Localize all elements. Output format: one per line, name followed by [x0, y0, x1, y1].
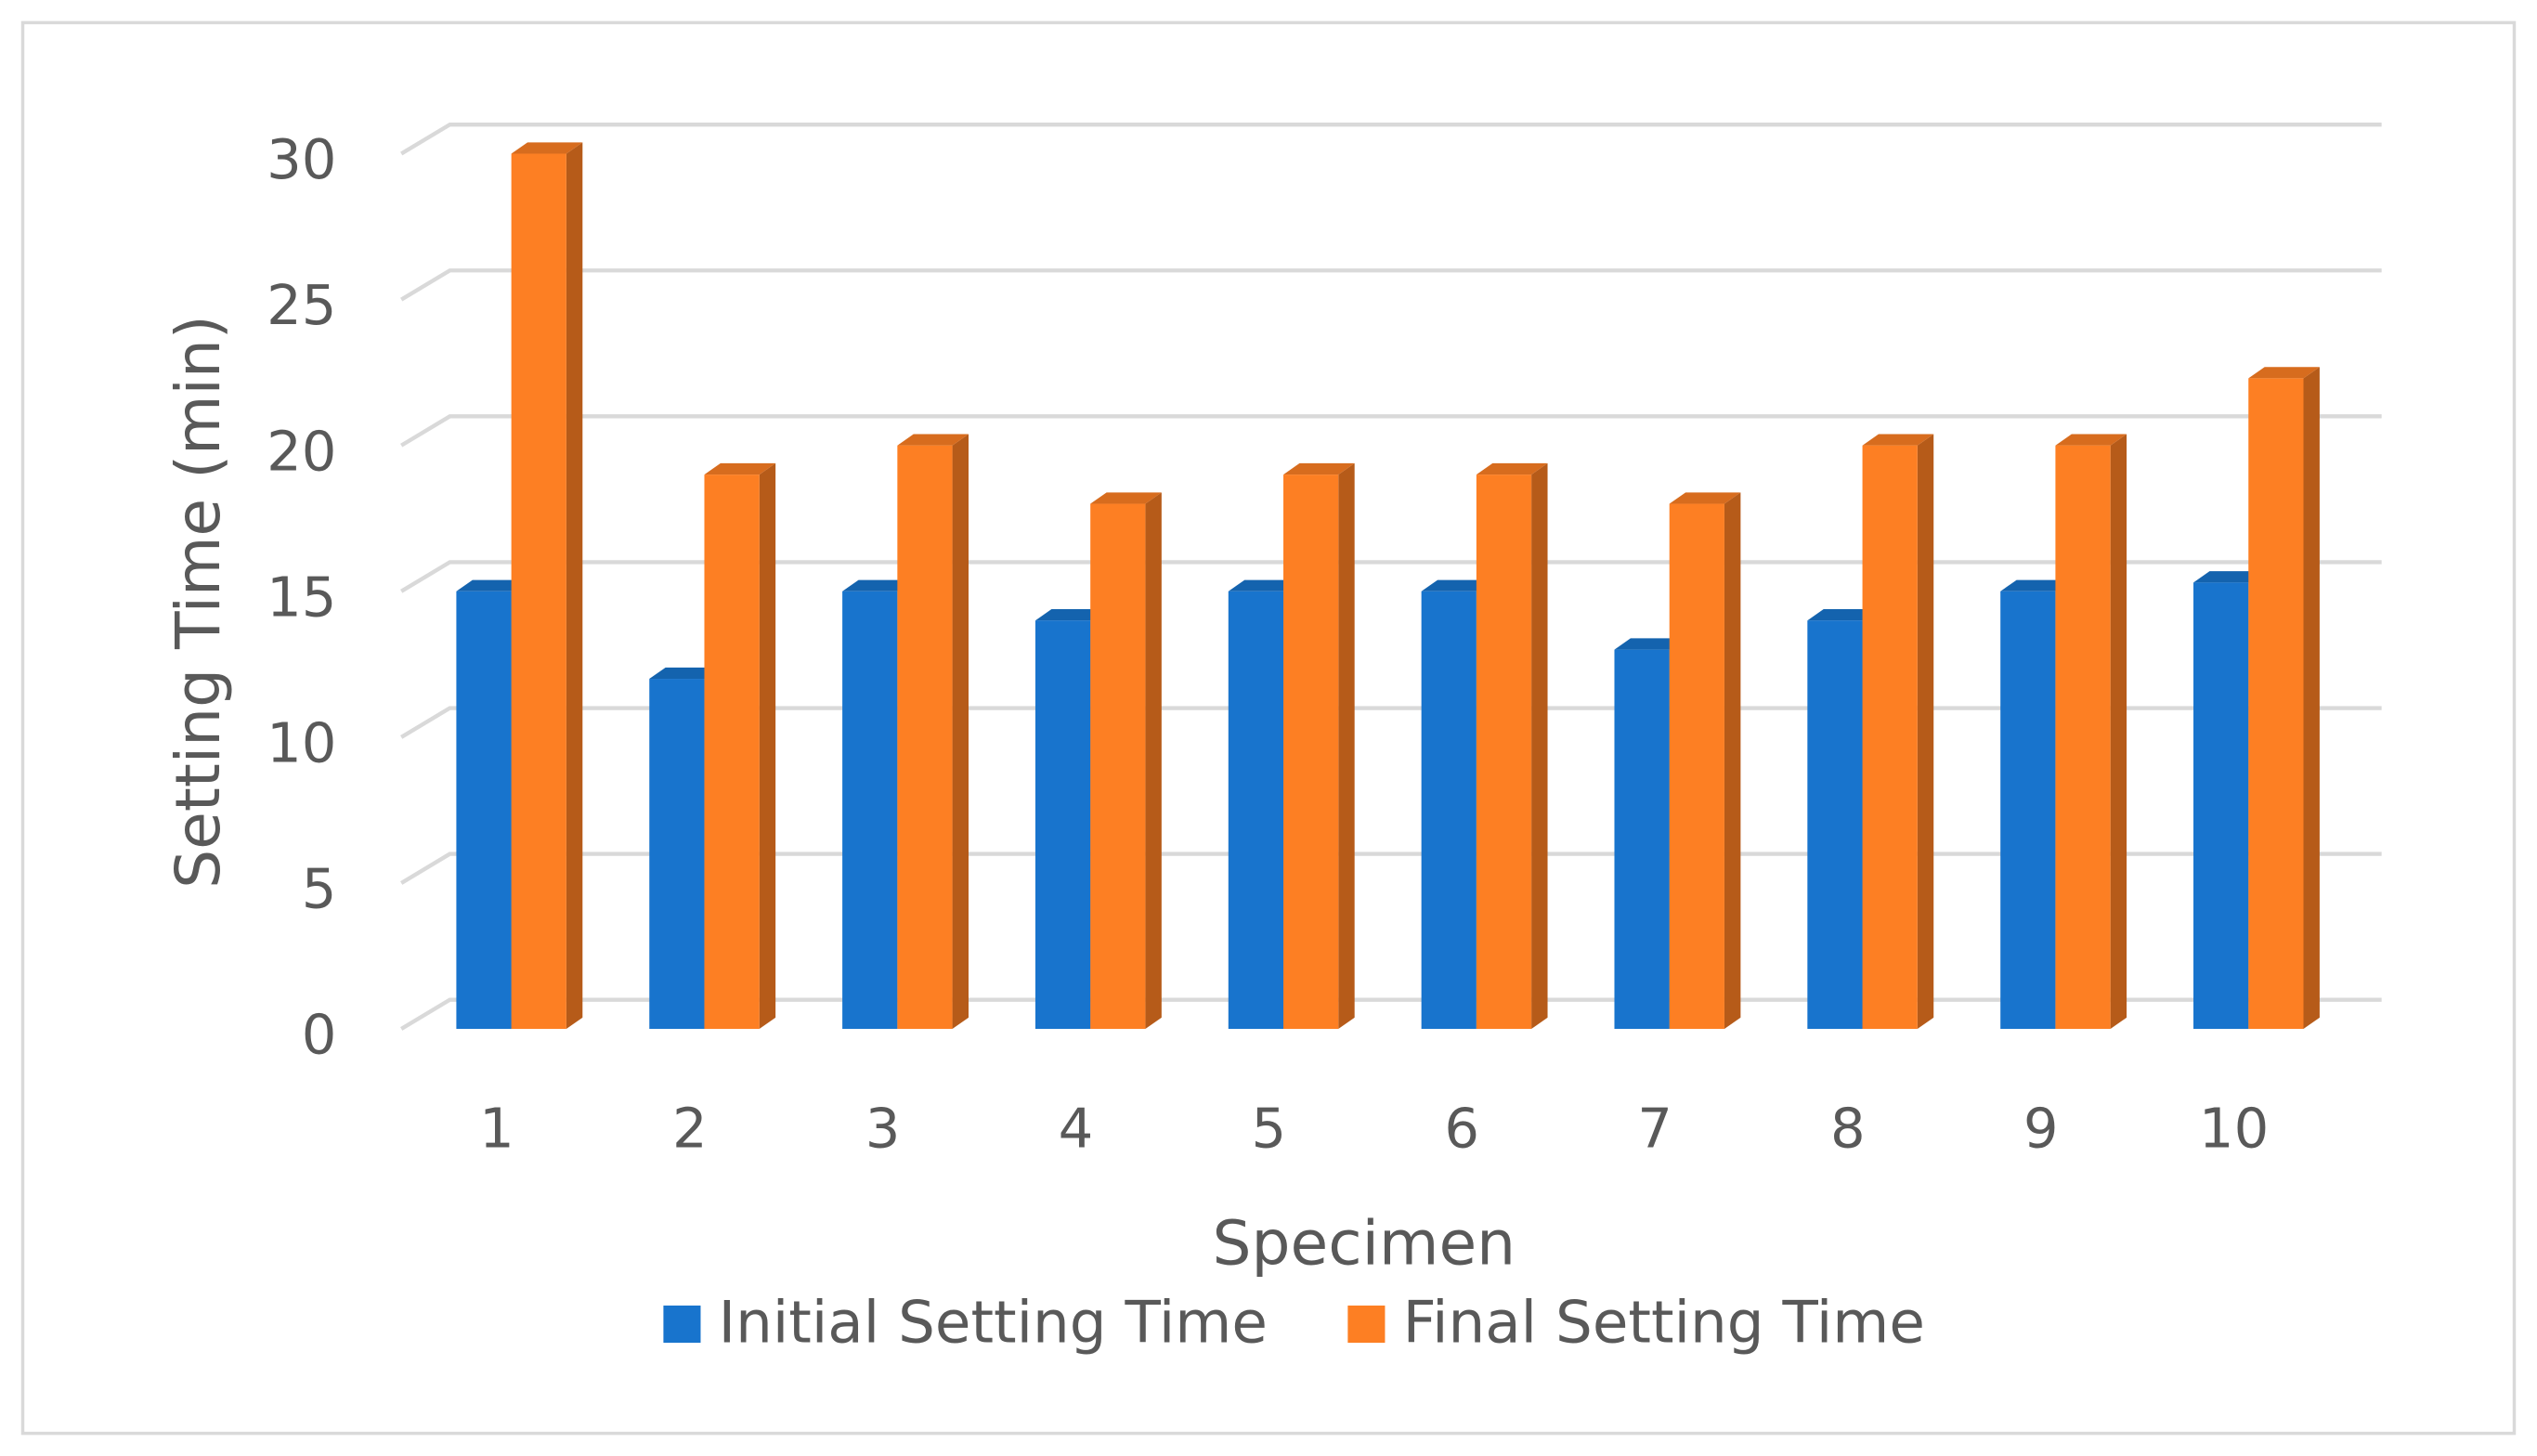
- bar-side: [2303, 367, 2320, 1030]
- bar: [2055, 445, 2111, 1030]
- bar-top: [2055, 434, 2127, 446]
- x-tick-label: 2: [672, 1097, 708, 1161]
- bar-top: [1421, 579, 1493, 592]
- bar-top: [1807, 609, 1879, 621]
- bar-top: [704, 462, 776, 475]
- y-tick-label: 15: [267, 565, 336, 629]
- bar-side: [952, 434, 969, 1030]
- x-tick-label: 7: [1637, 1097, 1672, 1161]
- bar-top: [842, 579, 914, 592]
- bar-top: [511, 142, 583, 154]
- bar-top: [897, 434, 969, 446]
- y-tick-label: 30: [267, 127, 336, 191]
- legend-label: Initial Setting Time: [719, 1289, 1268, 1357]
- x-tick-label: 10: [2199, 1097, 2269, 1161]
- bar: [1228, 591, 1284, 1030]
- bar-side: [1724, 492, 1741, 1030]
- bar: [2248, 378, 2304, 1030]
- bar-side: [2110, 434, 2127, 1030]
- bar: [1476, 474, 1532, 1030]
- bar: [2000, 591, 2056, 1030]
- x-tick-label: 1: [479, 1097, 514, 1161]
- x-tick-label: 4: [1059, 1097, 1094, 1161]
- bar-side: [566, 142, 583, 1030]
- bar-top: [1476, 462, 1548, 475]
- bar-side: [1145, 492, 1162, 1030]
- bar: [511, 153, 566, 1030]
- bar-top: [1614, 638, 1686, 650]
- bar: [649, 679, 705, 1030]
- bar-top: [1090, 492, 1162, 504]
- bar-top: [1228, 579, 1300, 592]
- grid-line: [400, 268, 2382, 302]
- bar-top: [2000, 579, 2072, 592]
- bar: [897, 445, 953, 1030]
- legend-label: Final Setting Time: [1403, 1289, 1925, 1357]
- bar-top: [1862, 434, 1934, 446]
- bar-top: [1034, 609, 1107, 621]
- bar: [704, 474, 760, 1030]
- bar-side: [1338, 462, 1355, 1030]
- bar-top: [1669, 492, 1741, 504]
- legend-swatch: [663, 1305, 701, 1344]
- y-tick-label: 25: [267, 273, 336, 337]
- bar-top: [649, 667, 721, 680]
- x-tick-label: 8: [1830, 1097, 1866, 1161]
- bar-top: [1283, 462, 1355, 475]
- bar: [456, 591, 512, 1030]
- y-tick-label: 20: [267, 419, 336, 483]
- bar: [1283, 474, 1339, 1030]
- bar: [1090, 503, 1146, 1030]
- bar-top: [456, 579, 528, 592]
- x-tick-label: 3: [865, 1097, 901, 1161]
- x-axis-title: Specimen: [1212, 1207, 1516, 1279]
- bar: [1669, 503, 1724, 1030]
- y-tick-label: 0: [302, 1003, 337, 1067]
- bar: [1807, 620, 1863, 1030]
- bar: [1614, 649, 1670, 1030]
- bar-side: [1917, 434, 1934, 1030]
- bar: [1862, 445, 1918, 1030]
- bar: [2193, 582, 2249, 1030]
- grid-line: [400, 122, 2382, 156]
- y-tick-label: 10: [267, 710, 336, 774]
- x-tick-label: 9: [2023, 1097, 2059, 1161]
- bar: [842, 591, 898, 1030]
- x-tick-label: 6: [1444, 1097, 1479, 1161]
- grid-line: [400, 414, 2382, 448]
- legend-swatch: [1347, 1305, 1386, 1344]
- x-tick-label: 5: [1252, 1097, 1287, 1161]
- bar-side: [759, 462, 776, 1030]
- bar: [1034, 620, 1091, 1030]
- bar: [1421, 591, 1477, 1030]
- y-axis-title: Setting Time (min): [163, 315, 234, 889]
- bar-top: [2193, 571, 2265, 583]
- bar-side: [1531, 462, 1548, 1030]
- y-tick-label: 5: [302, 857, 337, 921]
- bar-top: [2248, 367, 2320, 379]
